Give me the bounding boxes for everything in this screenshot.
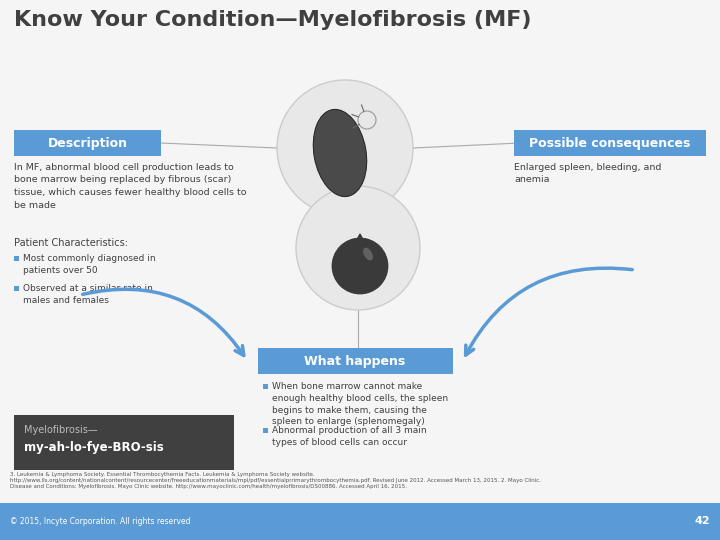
Text: Abnormal production of all 3 main
types of blood cells can occur: Abnormal production of all 3 main types …	[271, 426, 426, 447]
Circle shape	[277, 80, 413, 216]
Text: Patient Characteristics:: Patient Characteristics:	[14, 238, 128, 248]
Circle shape	[358, 111, 376, 129]
Polygon shape	[344, 234, 376, 266]
Text: Know Your Condition—Myelofibrosis (MF): Know Your Condition—Myelofibrosis (MF)	[14, 10, 531, 30]
Text: Enlarged spleen, bleeding, and
anemia: Enlarged spleen, bleeding, and anemia	[514, 163, 662, 185]
Text: Most commonly diagnosed in
patients over 50: Most commonly diagnosed in patients over…	[23, 254, 156, 275]
Text: 42: 42	[694, 516, 710, 526]
Ellipse shape	[313, 110, 366, 197]
Circle shape	[332, 238, 388, 294]
Bar	[0, 503, 720, 540]
Bar	[14, 286, 19, 291]
Text: Possible consequences: Possible consequences	[529, 137, 690, 150]
FancyBboxPatch shape	[14, 130, 161, 156]
FancyBboxPatch shape	[514, 130, 706, 156]
Text: What happens: What happens	[305, 354, 405, 368]
Text: Observed at a similar rate in
males and females: Observed at a similar rate in males and …	[23, 284, 153, 305]
Bar	[14, 256, 19, 261]
Text: In MF, abnormal blood cell production leads to
bone marrow being replaced by fib: In MF, abnormal blood cell production le…	[14, 163, 246, 210]
Text: Description: Description	[48, 137, 127, 150]
Text: © 2015, Incyte Corporation. All rights reserved: © 2015, Incyte Corporation. All rights r…	[10, 517, 191, 526]
Bar	[263, 428, 268, 433]
Text: 3. Leukemia & Lymphoma Society. Essential Thrombocythemia Facts. Leukemia & Lymp: 3. Leukemia & Lymphoma Society. Essentia…	[10, 472, 541, 489]
Text: my-ah-lo-fye-BRO-sis: my-ah-lo-fye-BRO-sis	[24, 441, 163, 454]
Circle shape	[296, 186, 420, 310]
Text: When bone marrow cannot make
enough healthy blood cells, the spleen
begins to ma: When bone marrow cannot make enough heal…	[271, 382, 448, 427]
Bar	[263, 384, 268, 389]
FancyBboxPatch shape	[14, 415, 234, 470]
Ellipse shape	[363, 248, 373, 260]
Text: Myelofibrosis—: Myelofibrosis—	[24, 425, 98, 435]
FancyBboxPatch shape	[258, 348, 452, 374]
